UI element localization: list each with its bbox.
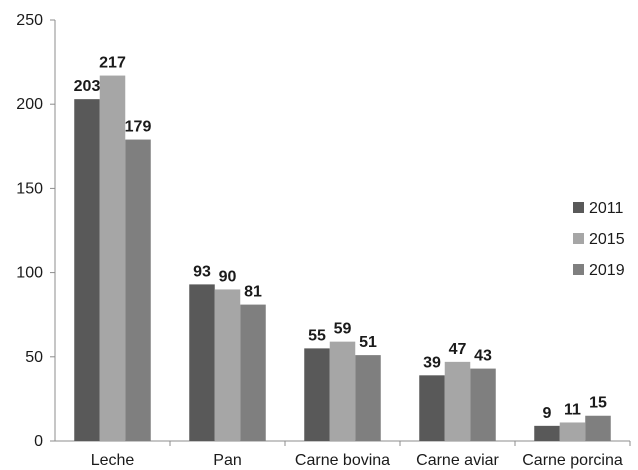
- legend-label: 2019: [589, 262, 625, 279]
- bar: [585, 415, 611, 441]
- y-axis: 0 50 100 150 200 250: [16, 12, 56, 450]
- bar: [559, 422, 586, 441]
- data-labels: 203 217 179 93 90 81 55 59 51 39 47 43 9 11 15: [74, 55, 607, 422]
- bar: [444, 361, 471, 441]
- x-tick-label: Carne porcina: [522, 452, 623, 469]
- legend-swatch: [573, 264, 584, 275]
- bar: [355, 355, 381, 441]
- y-tick-label: 250: [16, 12, 43, 29]
- bars: [74, 75, 611, 442]
- data-label: 15: [589, 395, 607, 412]
- bar: [419, 375, 445, 441]
- legend: 2011 2015 2019: [573, 200, 625, 279]
- x-axis: Leche Pan Carne bovina Carne aviar Carne por…: [55, 440, 631, 469]
- data-label: 203: [74, 78, 101, 95]
- data-label: 81: [244, 284, 262, 301]
- bar: [329, 341, 356, 441]
- bar: [304, 348, 330, 441]
- data-label: 90: [219, 268, 237, 285]
- y-tick-label: 0: [34, 433, 43, 450]
- data-label: 93: [193, 263, 211, 280]
- data-label: 179: [125, 119, 152, 136]
- data-label: 39: [423, 354, 441, 371]
- data-label: 51: [359, 334, 377, 351]
- bar: [189, 284, 215, 441]
- bar: [214, 289, 241, 441]
- x-tick-label: Carne aviar: [416, 452, 499, 469]
- legend-swatch: [573, 233, 584, 244]
- bar: [74, 99, 100, 441]
- legend-label: 2011: [589, 200, 624, 217]
- y-tick-label: 100: [16, 265, 43, 282]
- data-label: 55: [308, 327, 326, 344]
- bar: [470, 368, 496, 441]
- bar: [534, 425, 560, 441]
- data-label: 43: [474, 348, 492, 365]
- bar: [240, 304, 266, 441]
- x-tick-label: Leche: [91, 452, 135, 469]
- legend-label: 2015: [589, 231, 625, 248]
- y-tick-label: 50: [25, 349, 43, 366]
- bar: [99, 75, 126, 442]
- y-tick-label: 200: [16, 96, 43, 113]
- data-label: 217: [99, 55, 126, 72]
- y-tick-label: 150: [16, 180, 43, 197]
- bar: [125, 139, 151, 441]
- x-tick-label: Pan: [213, 452, 241, 469]
- legend-swatch: [573, 202, 584, 213]
- data-label: 59: [334, 321, 352, 338]
- x-tick-label: Carne bovina: [295, 452, 390, 469]
- data-label: 47: [449, 341, 467, 358]
- data-label: 9: [543, 405, 552, 422]
- data-label: 11: [564, 401, 581, 418]
